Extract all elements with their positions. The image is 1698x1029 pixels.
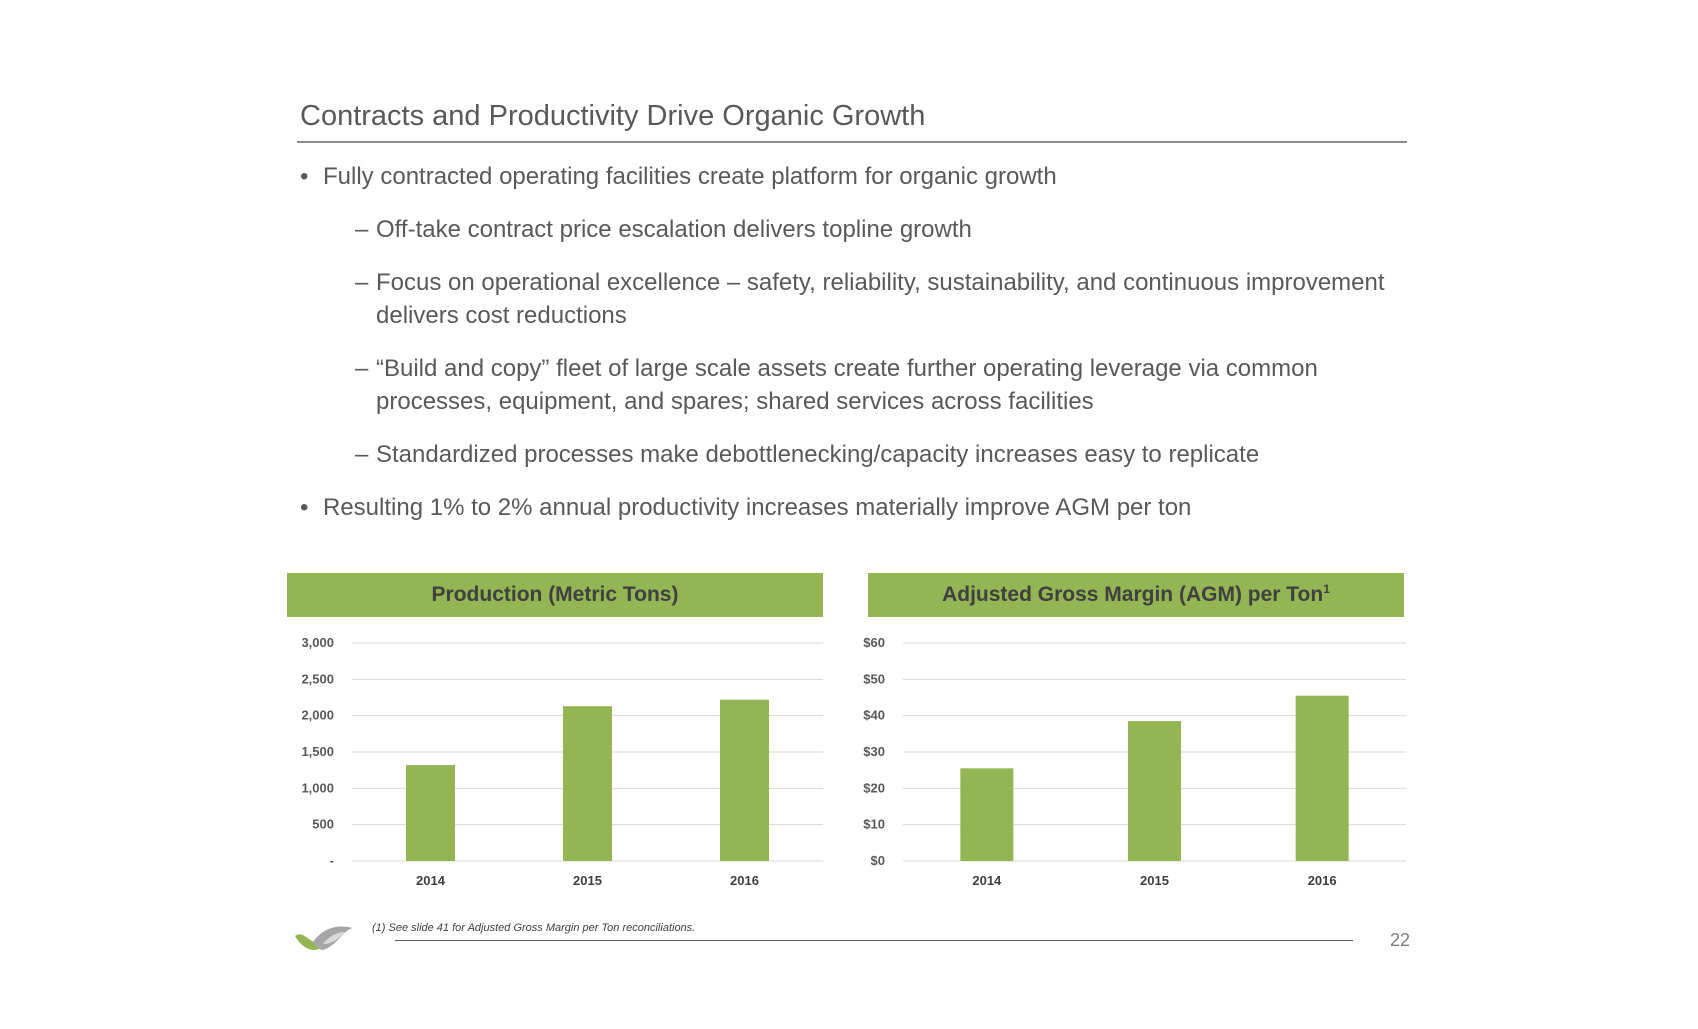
bullet-item: • Fully contracted operating facilities … xyxy=(300,160,1410,193)
x-tick-label: 2016 xyxy=(1308,873,1337,888)
sub-bullet-item: – Standardized processes make debottlene… xyxy=(300,438,1410,471)
production-chart-header: Production (Metric Tons) xyxy=(287,573,823,617)
agm-bar-chart: $0 $10 $20 $30 $40 $50 $60 2014 2015 2016 xyxy=(863,635,1406,888)
y-tick-label: $30 xyxy=(863,744,885,759)
y-tick-label: 500 xyxy=(312,817,334,832)
production-chart-title: Production (Metric Tons) xyxy=(431,583,679,606)
bar-2014 xyxy=(960,768,1014,861)
bullet-text: Resulting 1% to 2% annual productivity i… xyxy=(323,494,1192,521)
bar-2014 xyxy=(406,765,455,861)
dash-mark: – xyxy=(355,216,369,243)
y-tick-label: $40 xyxy=(863,708,885,723)
dash-mark: – xyxy=(355,269,369,296)
production-bar-chart: - 500 1,000 1,500 2,000 2,500 3,000 2014 2015 201… xyxy=(301,635,823,888)
footnote-marker: 1 xyxy=(1323,582,1330,596)
footnote: (1) See slide 41 for Adjusted Gross Marg… xyxy=(372,922,696,934)
x-tick-label: 2015 xyxy=(573,873,602,888)
y-tick-label: $10 xyxy=(863,817,885,832)
sub-bullet-item: – Off-take contract price escalation del… xyxy=(300,213,1410,246)
x-tick-label: 2016 xyxy=(730,873,759,888)
y-tick-label: 2,500 xyxy=(301,671,334,686)
sub-bullet-item: – “Build and copy” fleet of large scale … xyxy=(300,352,1410,418)
x-tick-label: 2014 xyxy=(416,873,446,888)
agm-chart-header: Adjusted Gross Margin (AGM) per Ton1 xyxy=(868,573,1404,617)
title-divider xyxy=(297,141,1407,143)
sub-bullet-text: “Build and copy” fleet of large scale as… xyxy=(376,355,1318,415)
company-logo-icon xyxy=(295,926,353,950)
footer-divider xyxy=(395,940,1353,941)
y-tick-label: $20 xyxy=(863,780,885,795)
y-tick-label: 1,500 xyxy=(301,744,334,759)
x-tick-label: 2015 xyxy=(1140,873,1169,888)
sub-bullet-text: Focus on operational excellence – safety… xyxy=(376,269,1385,329)
dash-mark: – xyxy=(355,441,369,468)
y-tick-label: 1,000 xyxy=(301,780,334,795)
sub-bullet-item: – Focus on operational excellence – safe… xyxy=(300,266,1410,332)
agm-chart-title: Adjusted Gross Margin (AGM) per Ton xyxy=(942,583,1324,606)
dash-mark: – xyxy=(355,355,369,382)
bullet-list: • Fully contracted operating facilities … xyxy=(300,160,1410,544)
y-tick-label: 2,000 xyxy=(301,708,334,723)
bullet-item: • Resulting 1% to 2% annual productivity… xyxy=(300,491,1410,524)
y-tick-label: $60 xyxy=(863,635,885,650)
y-tick-label: - xyxy=(330,853,334,868)
sub-bullet-text: Standardized processes make debottleneck… xyxy=(376,441,1260,468)
slide-title: Contracts and Productivity Drive Organic… xyxy=(300,100,926,132)
y-tick-label: 3,000 xyxy=(301,635,334,650)
bar-2015 xyxy=(1128,721,1181,861)
bar-2015 xyxy=(563,706,612,861)
bullet-mark: • xyxy=(300,163,309,190)
bullet-text: Fully contracted operating facilities cr… xyxy=(323,163,1057,190)
bar-2016 xyxy=(1295,695,1349,861)
bullet-mark: • xyxy=(300,494,309,521)
bar-2016 xyxy=(720,699,769,861)
y-tick-label: $50 xyxy=(863,671,885,686)
page-number: 22 xyxy=(1390,930,1411,950)
sub-bullet-text: Off-take contract price escalation deliv… xyxy=(376,216,972,243)
y-tick-label: $0 xyxy=(871,853,885,868)
x-tick-label: 2014 xyxy=(972,873,1002,888)
